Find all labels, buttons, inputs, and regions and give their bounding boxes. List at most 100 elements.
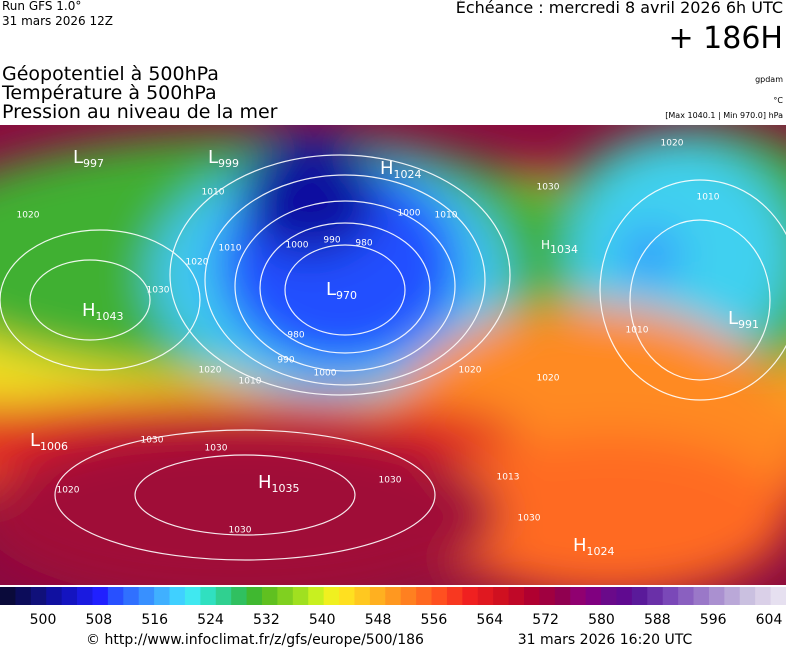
- isobar-label: 1020: [57, 486, 80, 496]
- lead-time: + 186H: [669, 21, 784, 56]
- pressure-center: L970: [326, 279, 357, 302]
- isobar-label: 1030: [537, 183, 560, 193]
- color-swatch: [354, 587, 371, 605]
- isobar-label: 1020: [186, 258, 209, 268]
- center-type: H: [258, 472, 272, 493]
- unit: °C: [773, 96, 783, 105]
- pressure-center: H1024: [573, 535, 615, 558]
- color-swatch: [154, 587, 171, 605]
- color-swatch: [631, 587, 648, 605]
- center-type: H: [380, 158, 394, 179]
- color-swatch: [601, 587, 617, 605]
- color-swatch: [0, 587, 16, 605]
- center-type: H: [82, 300, 96, 321]
- center-type: L: [30, 430, 40, 451]
- pressure-center: L991: [728, 308, 759, 331]
- color-swatch: [292, 587, 309, 605]
- isobar-label: 1010: [239, 377, 262, 387]
- color-swatch: [616, 587, 633, 605]
- center-value: 991: [738, 318, 759, 331]
- unit: [Max 1040.1 | Min 970.0] hPa: [665, 111, 783, 120]
- colorbar-label: 596: [700, 612, 727, 628]
- color-swatch: [755, 587, 772, 605]
- pressure-center: H1034: [541, 238, 578, 256]
- color-swatch: [92, 587, 109, 605]
- color-swatch: [739, 587, 756, 605]
- colorbar-label: 532: [253, 612, 280, 628]
- isobar-label: 1030: [147, 286, 170, 296]
- color-swatch: [246, 587, 263, 605]
- colorbar-label: 524: [197, 612, 224, 628]
- colorbar-label: 540: [309, 612, 336, 628]
- center-type: L: [73, 147, 83, 168]
- color-swatch: [169, 587, 186, 605]
- center-value: 1024: [394, 168, 422, 181]
- color-swatch: [508, 587, 525, 605]
- run: Run GFS 1.0°: [2, 0, 81, 13]
- isobar-label: 1020: [537, 374, 560, 384]
- color-swatch: [416, 587, 433, 605]
- color-swatch: [524, 587, 540, 605]
- center-type: L: [208, 147, 218, 168]
- colorbar-label: 588: [644, 612, 671, 628]
- color-swatch: [477, 587, 494, 605]
- color-swatch: [369, 587, 386, 605]
- isobar-label: 1000: [398, 209, 421, 219]
- field: Température à 500hPa: [1, 82, 217, 104]
- center-type: H: [573, 535, 587, 556]
- center-value: 970: [336, 289, 357, 302]
- color-swatch: [662, 587, 679, 605]
- color-swatch: [30, 587, 47, 605]
- center-value: 1034: [550, 243, 578, 256]
- isobar-label: 1030: [205, 444, 228, 454]
- center-value: 1035: [272, 482, 300, 495]
- colorbar-label: 572: [532, 612, 559, 628]
- unit: gpdam: [755, 75, 783, 84]
- color-swatch: [277, 587, 294, 605]
- colorbar: 500 508 516 524 532 540 548 556 564 572 580 588 596 6…: [0, 587, 786, 628]
- color-swatch: [184, 587, 201, 605]
- color-swatch: [708, 587, 725, 605]
- color-swatch: [77, 587, 93, 605]
- pressure-center: H1043: [82, 300, 124, 323]
- isobar-label: 1030: [518, 514, 541, 524]
- pressure-center: H1035: [258, 472, 300, 495]
- pressure-center: H1024: [380, 158, 422, 181]
- color-swatch: [400, 587, 417, 605]
- isobar-label: 990: [323, 236, 340, 246]
- isobar-label: 1020: [17, 211, 40, 221]
- color-swatch: [554, 587, 571, 605]
- colorbar-label: 516: [141, 612, 168, 628]
- color-swatch: [539, 587, 556, 605]
- isobar-label: 1010: [626, 326, 649, 336]
- color-swatch: [215, 587, 232, 605]
- color-swatch: [138, 587, 155, 605]
- colorbar-label: 548: [365, 612, 392, 628]
- isobar-label: 1000: [286, 241, 309, 251]
- color-swatch: [262, 587, 278, 605]
- isobar-label: 1020: [199, 366, 222, 376]
- isobar-label: 980: [287, 331, 304, 341]
- center-value: 997: [83, 157, 104, 170]
- valid-time: Échéance : mercredi 8 avril 2026 6h UTC: [456, 0, 783, 17]
- center-type: L: [326, 279, 336, 300]
- colorbar-label: 500: [30, 612, 57, 628]
- run-date: 31 mars 2026 12Z: [2, 14, 113, 28]
- color-swatch: [200, 587, 217, 605]
- color-swatch: [46, 587, 63, 605]
- color-swatch: [123, 587, 140, 605]
- color-swatch: [678, 587, 695, 605]
- center-value: 1043: [96, 310, 124, 323]
- color-swatch: [724, 587, 741, 605]
- color-swatch: [231, 587, 248, 605]
- center-type: H: [541, 238, 550, 252]
- isobar-label: 1030: [379, 476, 402, 486]
- color-swatch: [770, 587, 786, 605]
- isobar-label: 1010: [697, 193, 720, 203]
- color-swatch: [493, 587, 510, 605]
- color-swatch: [308, 587, 325, 605]
- isobar-label: 1020: [661, 139, 684, 149]
- field: Géopotentiel à 500hPa: [2, 63, 219, 85]
